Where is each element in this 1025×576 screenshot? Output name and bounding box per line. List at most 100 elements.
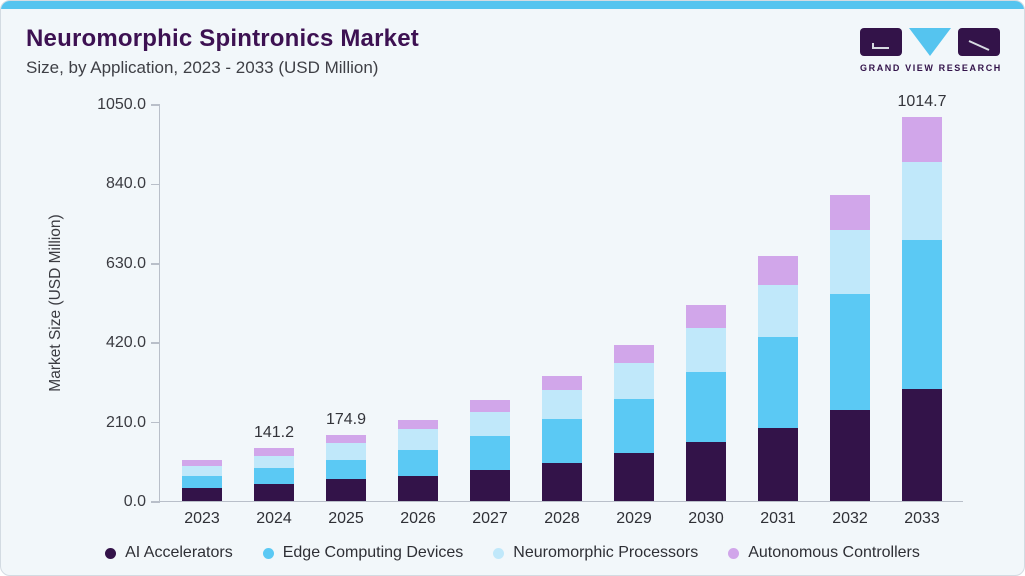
bar-segment [542,462,582,501]
bar-segment [686,371,726,443]
bar-segment [758,256,798,285]
logo-r-block-icon [958,28,1000,56]
page-title: Neuromorphic Spintronics Market [26,25,419,52]
bar-segment [542,375,582,391]
legend-label: Edge Computing Devices [282,544,464,561]
y-tick-label: 1050.0 [97,96,146,113]
bar-segment [182,475,222,488]
bar-segment [182,466,222,476]
bar-segment [614,398,654,453]
bar-segment [254,483,294,501]
y-axis-title: Market Size (USD Million) [47,214,64,392]
bar-segment [398,419,438,429]
bar-segment [398,475,438,501]
y-tick-mark [151,421,160,424]
bar-2030 [686,304,726,501]
bar-segment [758,337,798,428]
x-tick-label: 2031 [760,510,796,527]
bar-segment [686,304,726,328]
bar-segment [902,239,942,390]
legend-dot-icon [728,547,740,559]
bar-segment [182,487,222,501]
x-tick-label: 2027 [472,510,508,527]
bar-segment [326,434,366,444]
bar-segment [398,428,438,450]
legend-item: Autonomous Controllers [728,544,920,562]
x-tick-label: 2023 [184,510,220,527]
bar-segment [182,460,222,467]
bar-segment [470,400,510,412]
bar-segment [470,411,510,437]
bar-2024 [254,447,294,501]
page-subtitle: Size, by Application, 2023 - 2033 (USD M… [26,58,379,77]
bar-segment [254,468,294,484]
x-tick-label: 2026 [400,510,436,527]
legend-label: Autonomous Controllers [748,544,920,561]
x-tick-label: 2030 [688,510,724,527]
legend-item: AI Accelerators [105,544,233,562]
top-accent-bar [1,1,1024,9]
x-tick-label: 2024 [256,510,292,527]
bar-segment [830,194,870,231]
legend-dot-icon [493,547,505,559]
bar-segment [902,161,942,240]
brand-name: GRAND VIEW RESEARCH [860,63,1002,73]
bar-segment [902,389,942,501]
legend-item: Neuromorphic Processors [493,544,698,562]
y-tick-mark [151,501,160,503]
chart-legend: AI Accelerators Edge Computing Devices Neu… [1,544,1024,562]
bar-2031 [758,256,798,501]
bar-segment [830,230,870,295]
bar-segment [470,436,510,470]
bar-2029 [614,345,654,501]
legend-dot-icon [105,547,117,559]
y-tick-mark [151,183,160,186]
legend-item: Edge Computing Devices [262,544,464,562]
bar-segment [326,479,366,501]
bar-value-label: 1014.7 [897,93,947,111]
x-tick-label: 2029 [616,510,652,527]
bar-segment [614,345,654,363]
bar-segment [902,117,942,162]
bar-value-label: 174.9 [325,410,367,428]
bar-2025 [326,434,366,501]
legend-label: AI Accelerators [125,544,233,561]
header: Neuromorphic Spintronics Market Size, by… [26,25,419,78]
bar-2033 [902,117,942,501]
bar-2028 [542,375,582,501]
y-tick-label: 420.0 [105,334,146,352]
stacked-bar-chart: Market Size (USD Million) 0.0 210.0 420.0 6… [47,93,963,527]
bar-segment [542,418,582,463]
bar-segment [758,284,798,338]
logo-g-block-icon [860,28,902,56]
bar-segment [830,294,870,411]
logo-triangle-icon [909,28,951,56]
bar-segment [686,442,726,501]
bar-value-label: 141.2 [253,423,295,441]
bar-segment [326,443,366,461]
bar-segment [254,455,294,469]
bar-segment [614,362,654,399]
bar-segment [326,460,366,480]
bar-segment [470,469,510,501]
y-tick-mark [151,342,160,344]
legend-label: Neuromorphic Processors [513,544,699,561]
bar-2023 [182,460,222,501]
bar-2032 [830,194,870,501]
bar-segment [758,427,798,501]
bar-2026 [398,419,438,501]
y-tick-label: 630.0 [105,254,146,272]
bar-segment [398,449,438,476]
bar-segment [830,410,870,501]
bar-segment [542,390,582,419]
x-tick-label: 2025 [328,510,364,527]
logo-glyphs [860,28,1000,56]
legend-dot-icon [262,547,274,559]
x-tick-label: 2033 [904,510,940,527]
bar-segment [254,447,294,456]
bar-segment [686,327,726,372]
y-tick-label: 840.0 [105,175,146,193]
brand-logo: GRAND VIEW RESEARCH [860,28,1000,73]
bar-2027 [470,400,510,501]
